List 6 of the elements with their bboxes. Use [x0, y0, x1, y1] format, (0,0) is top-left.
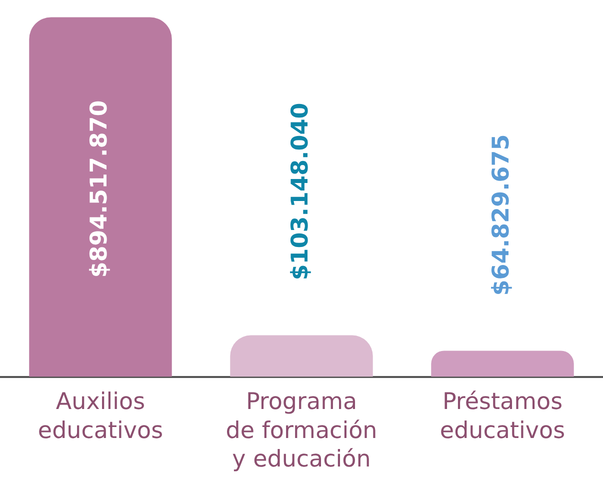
x-tick-label: Préstamos educativos	[440, 389, 566, 444]
data-label: $894.517.870	[86, 100, 112, 278]
data-label: $103.148.040	[287, 102, 314, 280]
data-label: $64.829.675	[488, 134, 514, 296]
x-tick-label: Auxilios educativos	[38, 389, 164, 444]
x-tick-label: Programa de formación y educación	[226, 389, 378, 473]
